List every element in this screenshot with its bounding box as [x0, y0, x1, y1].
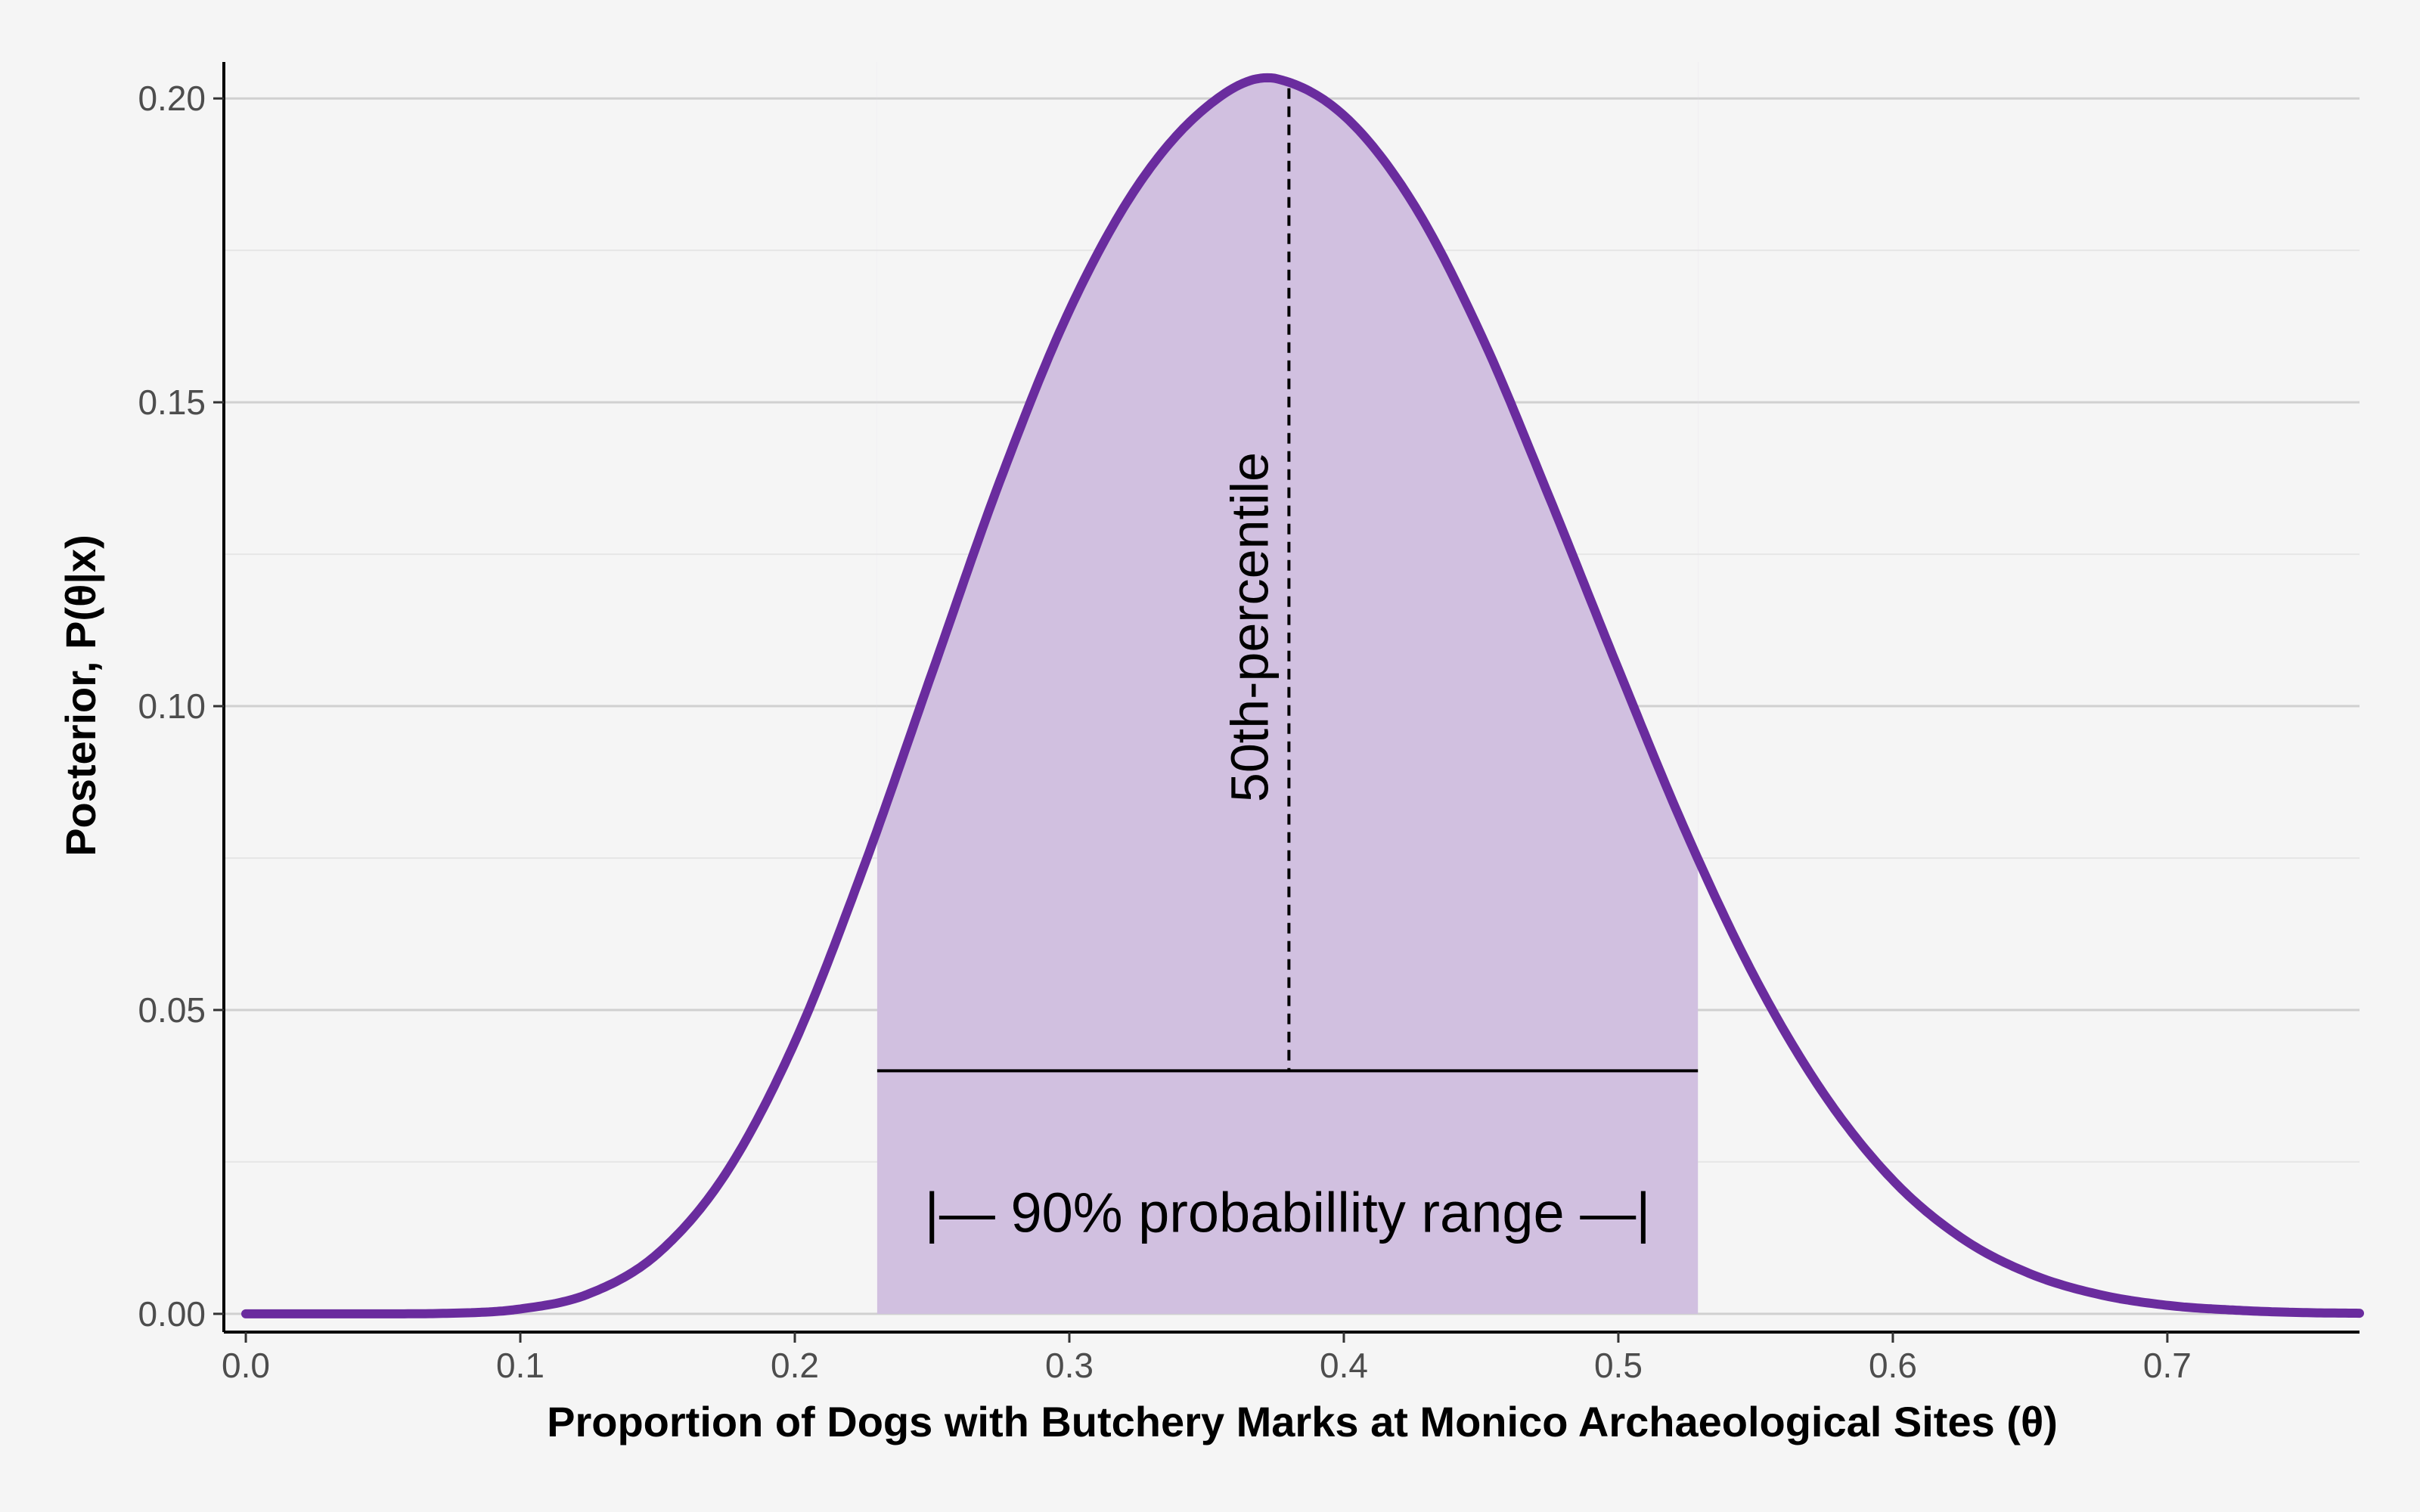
y-tick-label: 0.00	[138, 1294, 206, 1334]
x-tick-label: 0.3	[1045, 1346, 1094, 1385]
x-tick-label: 0.4	[1320, 1346, 1368, 1385]
interval-mask	[876, 60, 1699, 860]
median-label: 50th-percentile	[1220, 452, 1279, 802]
interval-label: |— 90% probabillity range —|	[925, 1181, 1651, 1244]
x-tick-label: 0.0	[222, 1346, 270, 1385]
x-tick-label: 0.5	[1594, 1346, 1643, 1385]
y-tick-label: 0.20	[138, 79, 206, 118]
density-curve	[241, 73, 2364, 1318]
tick-labels: 0.00 0.05 0.10 0.15 0.20 0.0 0.1 0.2 0.3 0.4 0.5 0.…	[138, 79, 2191, 1385]
y-tick-label: 0.15	[138, 383, 206, 422]
x-tick-label: 0.6	[1869, 1346, 1917, 1385]
posterior-line	[241, 73, 2364, 1318]
x-tick-label: 0.2	[771, 1346, 819, 1385]
x-axis-title: Proportion of Dogs with Butchery Marks a…	[547, 1398, 2058, 1445]
x-tick-label: 0.1	[496, 1346, 544, 1385]
y-tick-label: 0.05	[138, 990, 206, 1030]
x-tick-label: 0.7	[2143, 1346, 2192, 1385]
y-tick-label: 0.10	[138, 686, 206, 726]
annotations: 50th-percentile |— 90% probabillity range…	[876, 88, 1699, 1244]
axes	[222, 62, 2360, 1334]
y-axis-title: Posterior, P(θ|x)	[57, 534, 105, 857]
